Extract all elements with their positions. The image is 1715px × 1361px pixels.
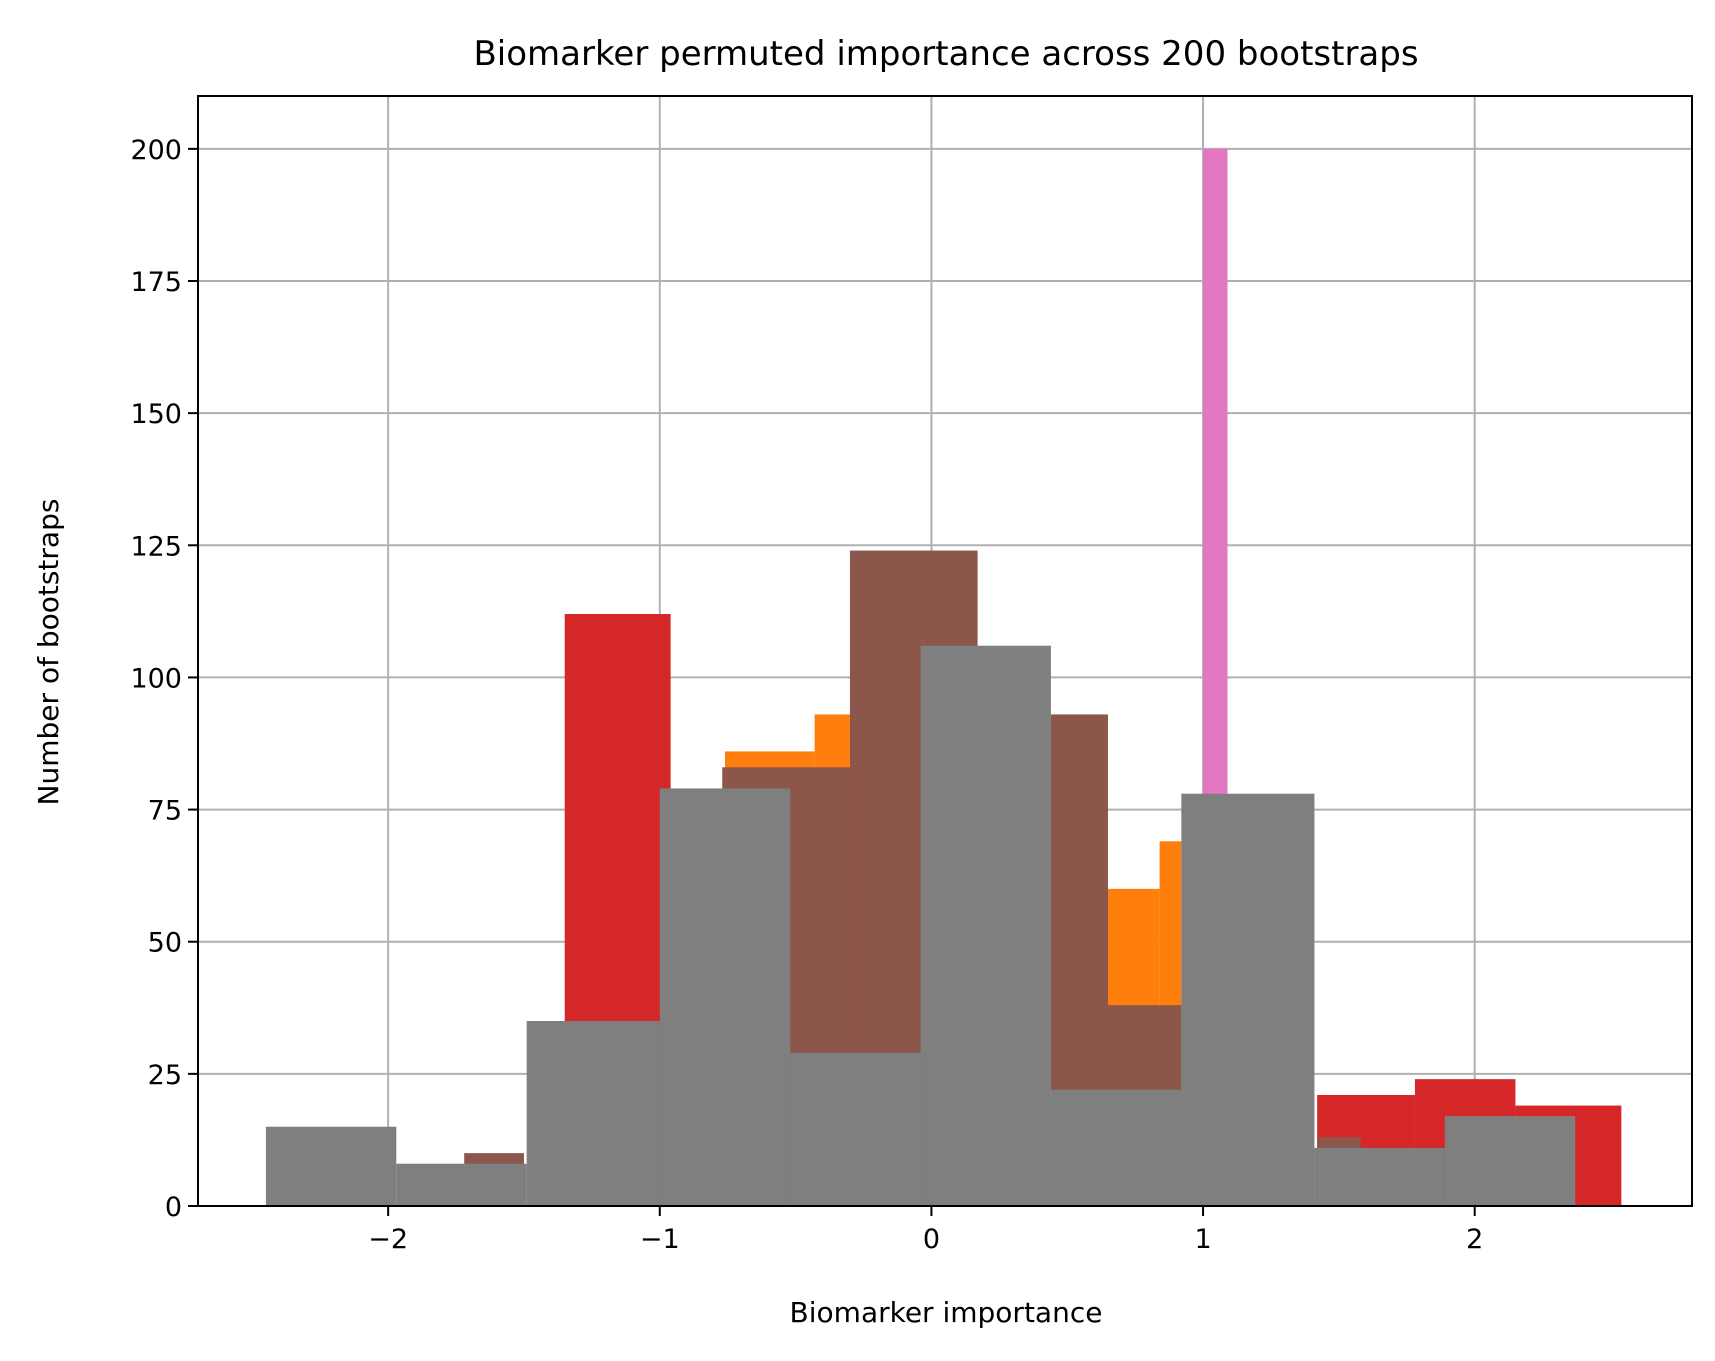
y-tick-label: 0 bbox=[165, 1192, 182, 1223]
y-tick-label: 100 bbox=[130, 663, 182, 694]
histogram-bar bbox=[659, 788, 791, 1206]
x-tick-label: −2 bbox=[368, 1224, 408, 1255]
histogram-bar bbox=[1181, 793, 1315, 1206]
histogram-bar bbox=[265, 1126, 397, 1206]
plot-frame bbox=[197, 95, 1693, 1207]
y-tick-label: 175 bbox=[130, 267, 182, 298]
y-tick-label: 150 bbox=[130, 399, 182, 430]
y-axis-label: Number of bootstraps bbox=[32, 499, 65, 806]
x-tick-label: 0 bbox=[923, 1224, 940, 1255]
histogram-bar bbox=[790, 1052, 921, 1206]
y-tick-label: 25 bbox=[148, 1060, 182, 1091]
y-tick-label: 200 bbox=[130, 135, 182, 166]
x-tick-label: −1 bbox=[640, 1224, 680, 1255]
histogram-bars bbox=[265, 148, 1622, 1206]
histogram-bar bbox=[1314, 1147, 1445, 1206]
x-axis-label: Biomarker importance bbox=[790, 1296, 1103, 1329]
y-tick-label: 50 bbox=[148, 928, 182, 959]
histogram-bar bbox=[920, 645, 1051, 1206]
histogram-bar bbox=[1050, 1089, 1182, 1206]
y-tick-label: 75 bbox=[148, 796, 182, 827]
histogram-bar bbox=[1444, 1116, 1576, 1206]
y-tick-label: 125 bbox=[130, 531, 182, 562]
histogram-bar bbox=[396, 1163, 527, 1206]
axis-ticks: −2 −1 0 1 2 0 25 50 75 100 125 150 175 200 bbox=[130, 135, 1483, 1255]
histogram-bar bbox=[526, 1021, 660, 1206]
x-tick-label: 2 bbox=[1466, 1224, 1483, 1255]
x-tick-label: 1 bbox=[1194, 1224, 1211, 1255]
series-5-bars bbox=[265, 645, 1576, 1206]
chart-title: Biomarker permuted importance across 200… bbox=[473, 34, 1418, 74]
